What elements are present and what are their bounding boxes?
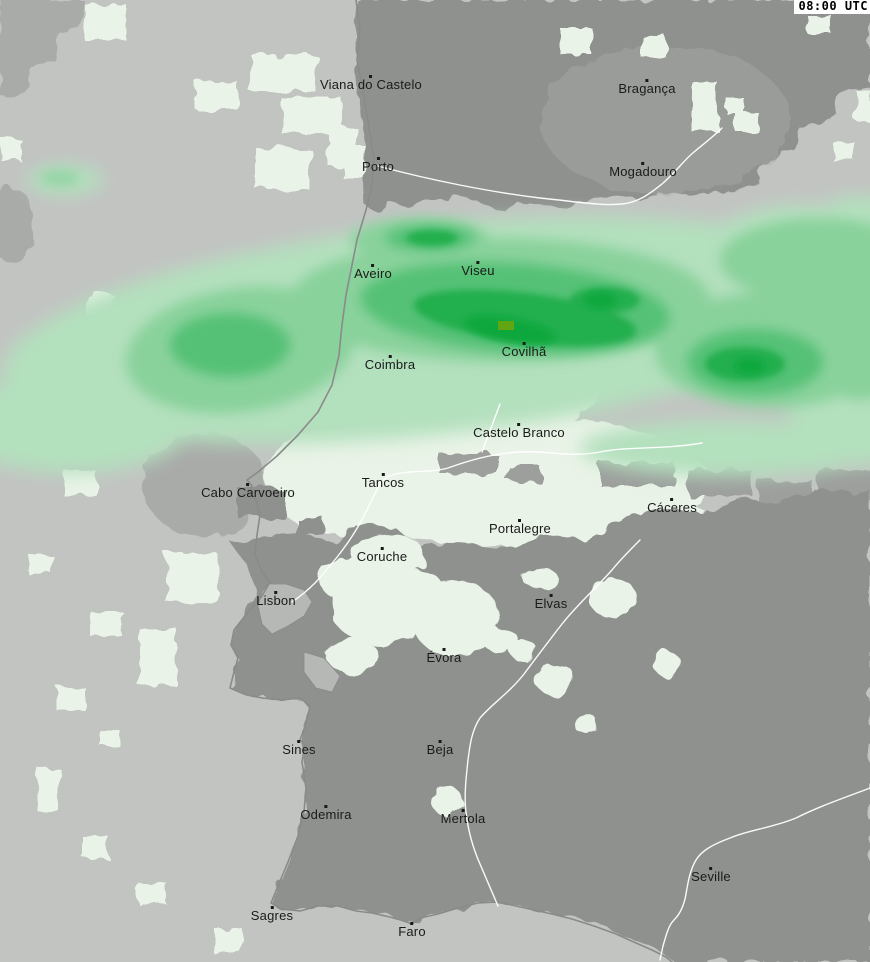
clear-sky-holes <box>320 16 870 816</box>
river-guadiana <box>464 539 641 907</box>
river-douro <box>377 127 723 206</box>
river-tagus <box>291 442 703 603</box>
timestamp: 08:00 UTC <box>794 0 870 14</box>
coastline <box>229 0 673 962</box>
max-intensity-cell <box>498 321 514 330</box>
river-tagus-branch <box>481 403 501 453</box>
river-guadalquivir <box>659 787 870 961</box>
rivers <box>291 127 870 961</box>
precipitation-overlay <box>0 165 870 476</box>
cloud-layer-medium <box>0 0 870 537</box>
